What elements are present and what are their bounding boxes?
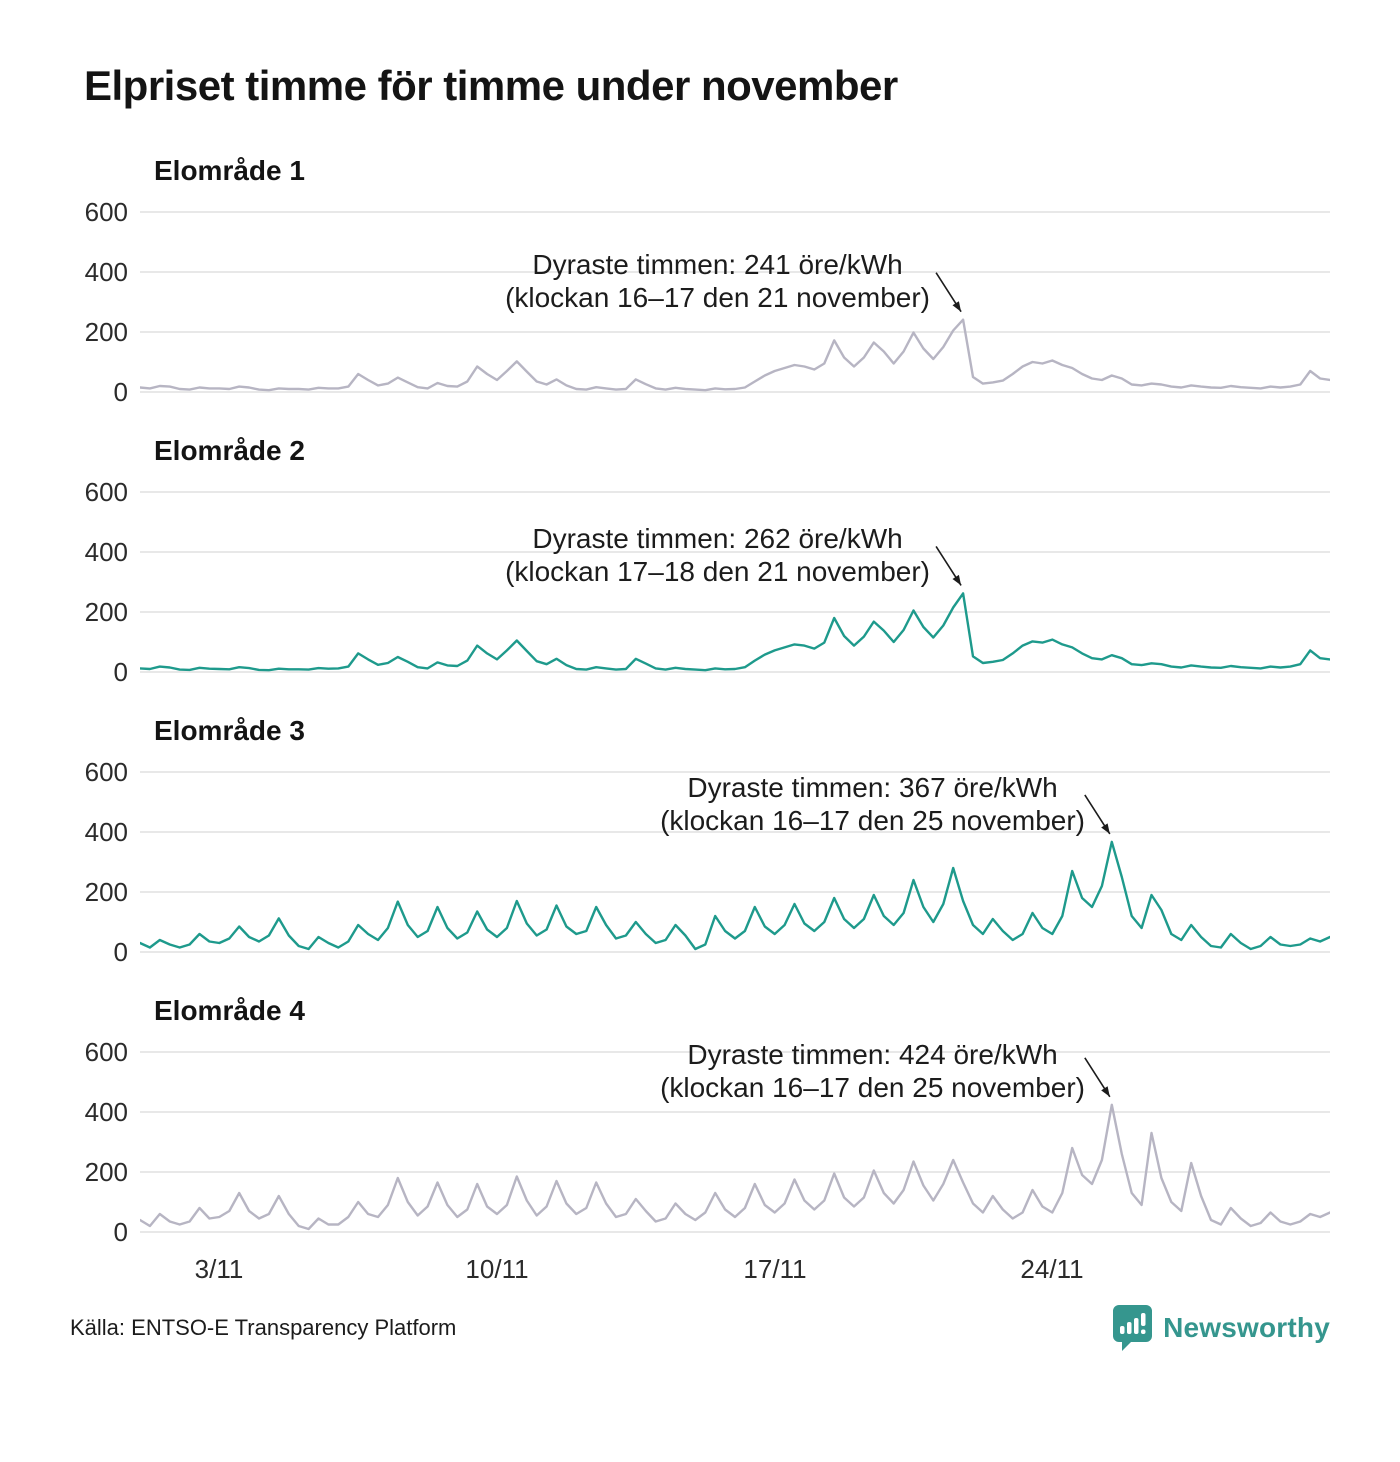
y-tick-400: 400 [84,817,128,847]
footer: Källa: ENTSO-E Transparency Platform New… [70,1304,1330,1352]
y-tick-0: 0 [113,377,128,407]
y-tick-0: 0 [113,1217,128,1247]
subchart-elomrade-4: Elområde 4 600 400 200 0 Dyraste timmen:… [70,996,1330,1246]
plot-area-3: 600 400 200 0 Dyraste timmen: 367 öre/kW… [70,757,1330,967]
y-axis-1: 600 400 200 0 [70,197,140,407]
y-tick-200: 200 [84,877,128,907]
page-title: Elpriset timme för timme under november [84,62,898,109]
y-tick-600: 600 [84,757,128,787]
subchart-title-1: Elområde 1 [154,155,305,186]
line-chart-4 [140,1051,1330,1233]
newsworthy-logo[interactable]: Newsworthy [1111,1304,1330,1352]
newsworthy-wordmark: Newsworthy [1163,1312,1330,1343]
line-chart-2 [140,491,1330,673]
y-tick-200: 200 [84,317,128,347]
y-tick-0: 0 [113,657,128,687]
x-tick-24-11: 24/11 [1020,1254,1084,1284]
line-chart-3 [140,771,1330,953]
source-note: Källa: ENTSO-E Transparency Platform [70,1315,457,1340]
y-axis-4: 600 400 200 0 [70,1037,140,1247]
y-tick-0: 0 [113,937,128,967]
y-axis-2: 600 400 200 0 [70,477,140,687]
subchart-elomrade-3: Elområde 3 600 400 200 0 Dyraste timmen:… [70,716,1330,966]
y-tick-600: 600 [84,477,128,507]
newsworthy-icon [1113,1305,1153,1351]
x-axis: 3/11 10/11 17/11 24/11 [140,1248,1330,1288]
y-tick-200: 200 [84,1157,128,1187]
y-tick-400: 400 [84,257,128,287]
x-tick-10-11: 10/11 [465,1254,529,1284]
y-tick-400: 400 [84,1097,128,1127]
y-tick-600: 600 [84,197,128,227]
subchart-title-4: Elområde 4 [154,995,305,1026]
y-tick-600: 600 [84,1037,128,1067]
subchart-title-3: Elområde 3 [154,715,305,746]
subchart-elomrade-2: Elområde 2 600 400 200 0 Dyraste timmen:… [70,436,1330,686]
x-tick-3-11: 3/11 [194,1254,244,1284]
x-tick-17-11: 17/11 [743,1254,807,1284]
subchart-title-2: Elområde 2 [154,435,305,466]
plot-area-2: 600 400 200 0 Dyraste timmen: 262 öre/kW… [70,477,1330,687]
y-axis-3: 600 400 200 0 [70,757,140,967]
plot-area-1: 600 400 200 0 Dyraste timmen: 241 öre/kW… [70,197,1330,407]
line-chart-1 [140,211,1330,393]
subchart-elomrade-1: Elområde 1 600 400 200 0 Dyraste timmen:… [70,156,1330,406]
y-tick-200: 200 [84,597,128,627]
plot-area-4: 600 400 200 0 Dyraste timmen: 424 öre/kW… [70,1037,1330,1247]
y-tick-400: 400 [84,537,128,567]
